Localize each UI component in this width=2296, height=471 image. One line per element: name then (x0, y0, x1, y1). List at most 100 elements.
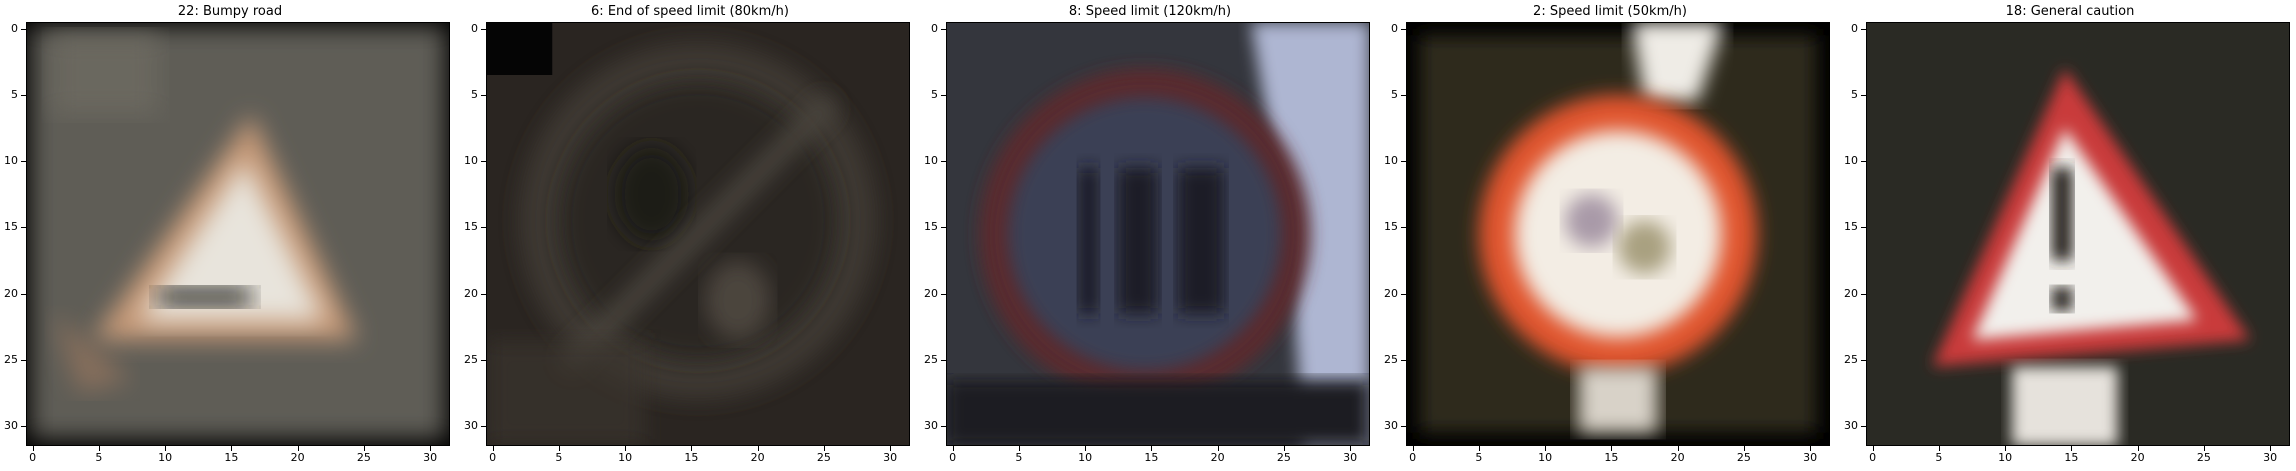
y-tick (1401, 227, 1406, 229)
y-tick-label: 0 (1391, 21, 1398, 35)
y-tick-label: 5 (931, 87, 938, 101)
y-tick (941, 359, 946, 361)
y-tick (1861, 359, 1866, 361)
panel-title: 6: End of speed limit (80km/h) (591, 4, 789, 19)
x-tick (363, 446, 365, 451)
y-tick-label: 25 (1384, 352, 1398, 366)
x-tick (2137, 446, 2139, 451)
y-tick-label: 20 (464, 286, 478, 300)
y-tick (481, 359, 486, 361)
y-tick-label: 5 (11, 87, 18, 101)
x-tick-label: 20 (1670, 451, 1685, 464)
y-tick-label: 15 (924, 220, 938, 234)
x-tick-label: 0 (29, 451, 37, 464)
x-tick-label: 25 (816, 451, 831, 464)
x-tick (297, 446, 299, 451)
y-tick (1401, 94, 1406, 96)
panel-title: 2: Speed limit (50km/h) (1533, 4, 1687, 19)
y-tick (1401, 359, 1406, 361)
panel-title: 22: Bumpy road (177, 4, 283, 19)
x-tick-label: 20 (750, 451, 765, 464)
y-tick (1861, 293, 1866, 295)
x-tick-label: 15 (684, 451, 699, 464)
y-tick-label: 5 (1851, 87, 1858, 101)
y-tick (941, 161, 946, 163)
y-tick-label: 25 (924, 352, 938, 366)
y-tick-label: 15 (4, 220, 18, 234)
x-tick-label: 10 (1998, 451, 2013, 464)
y-tick-label: 0 (471, 21, 478, 35)
x-tick-label: 15 (1604, 451, 1619, 464)
y-tick-label: 20 (1384, 286, 1398, 300)
y-tick-label: 10 (4, 154, 18, 168)
x-tick (492, 446, 494, 451)
x-tick-label: 5 (95, 451, 103, 464)
x-tick-label: 5 (1935, 451, 1943, 464)
y-tick-label: 10 (1844, 154, 1858, 168)
x-tick-label: 15 (1144, 451, 1159, 464)
sign-image-speed-limit-120 (946, 22, 1370, 446)
y-tick (941, 94, 946, 96)
x-tick-label: 10 (1078, 451, 1093, 464)
y-tick-label: 15 (464, 220, 478, 234)
x-tick-label: 0 (489, 451, 497, 464)
x-tick (1085, 446, 1087, 451)
x-tick-label: 10 (1538, 451, 1553, 464)
y-tick (21, 161, 26, 163)
x-tick-label: 30 (1343, 451, 1358, 464)
y-tick (21, 293, 26, 295)
x-tick-label: 0 (1869, 451, 1877, 464)
y-tick-label: 30 (4, 419, 18, 433)
y-tick-label: 25 (1844, 352, 1858, 366)
x-tick (430, 446, 432, 451)
x-tick-label: 5 (555, 451, 563, 464)
x-tick (165, 446, 167, 451)
y-tick-label: 10 (464, 154, 478, 168)
panel-1: 22: Bumpy road 0 5 10 15 20 25 30 0 5 10 15 20 25 30 (0, 0, 460, 471)
y-tick-label: 20 (4, 286, 18, 300)
x-tick (890, 446, 892, 451)
x-tick (2270, 446, 2272, 451)
x-tick-label: 10 (158, 451, 173, 464)
x-tick-label: 15 (2064, 451, 2079, 464)
x-tick (1018, 446, 1020, 451)
x-tick-label: 25 (1276, 451, 1291, 464)
y-tick (481, 94, 486, 96)
x-tick-label: 30 (2263, 451, 2278, 464)
x-tick (558, 446, 560, 451)
y-tick (481, 161, 486, 163)
x-tick (1611, 446, 1613, 451)
panel-2: 6: End of speed limit (80km/h) 0 5 10 15 20 2… (460, 0, 920, 471)
x-tick (1938, 446, 1940, 451)
y-tick-label: 5 (1391, 87, 1398, 101)
y-tick (1861, 28, 1866, 30)
x-tick (2005, 446, 2007, 451)
x-tick-label: 20 (2130, 451, 2145, 464)
y-tick-label: 5 (471, 87, 478, 101)
y-tick-label: 30 (1844, 419, 1858, 433)
y-tick (21, 359, 26, 361)
x-tick (2071, 446, 2073, 451)
y-tick (1861, 227, 1866, 229)
x-tick (1545, 446, 1547, 451)
y-tick (1401, 28, 1406, 30)
y-tick-label: 0 (931, 21, 938, 35)
x-tick (625, 446, 627, 451)
sign-image-general-caution (1866, 22, 2290, 446)
x-tick (1283, 446, 1285, 451)
y-tick-label: 25 (464, 352, 478, 366)
sign-image-bumpy-road (26, 22, 450, 446)
y-tick (941, 426, 946, 428)
y-tick (1401, 293, 1406, 295)
x-tick (32, 446, 34, 451)
y-tick-label: 20 (924, 286, 938, 300)
sign-image-end-speed-limit-80 (486, 22, 910, 446)
x-tick (1217, 446, 1219, 451)
x-tick (691, 446, 693, 451)
x-tick (1743, 446, 1745, 451)
panel-4: 2: Speed limit (50km/h) 0 5 10 15 20 25 30 0 5 10… (1380, 0, 1840, 471)
y-tick (481, 28, 486, 30)
y-tick (21, 227, 26, 229)
y-tick (941, 293, 946, 295)
y-tick (1401, 426, 1406, 428)
